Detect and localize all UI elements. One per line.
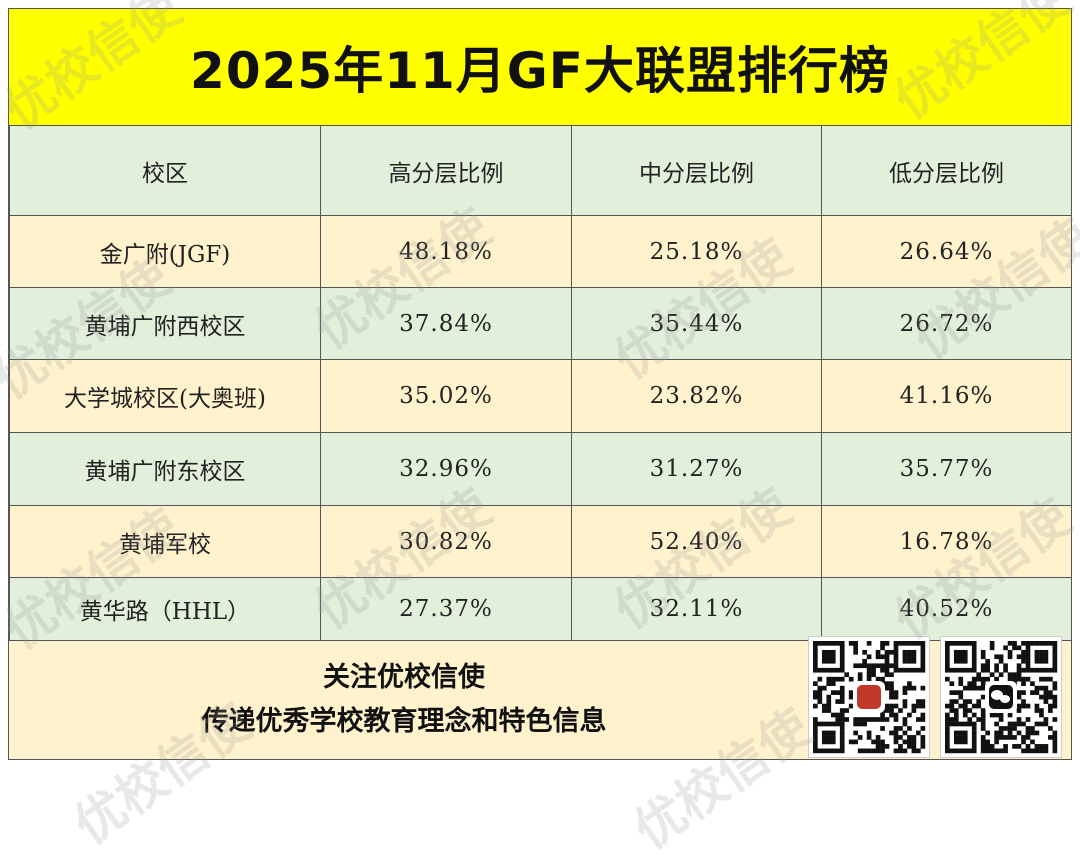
footer-line-follow: 关注优校信使 <box>323 662 485 693</box>
mid-ratio-cell: 32.11% <box>571 577 822 641</box>
campus-cell: 黄华路（HHL） <box>9 577 321 641</box>
low-ratio-cell: 16.78% <box>821 505 1072 578</box>
high-ratio-cell: 37.84% <box>320 287 572 360</box>
header-low-ratio: 低分层比例 <box>821 125 1072 216</box>
mid-ratio-cell: 52.40% <box>571 505 822 578</box>
campus-cell: 黄埔广附东校区 <box>9 432 321 506</box>
high-ratio-cell: 27.37% <box>320 577 572 641</box>
footer-line-slogan: 传递优秀学校教育理念和特色信息 <box>201 706 607 737</box>
page-title: 2025年11月GF大联盟排行榜 <box>9 9 1071 126</box>
high-ratio-cell: 48.18% <box>320 215 572 288</box>
high-ratio-cell: 30.82% <box>320 505 572 578</box>
wechat-qr-code-graphic <box>945 641 1058 754</box>
mid-ratio-cell: 25.18% <box>571 215 822 288</box>
high-ratio-cell: 35.02% <box>320 359 572 433</box>
header-high-ratio: 高分层比例 <box>320 125 572 216</box>
bottom-margin <box>0 760 1080 805</box>
low-ratio-cell: 26.72% <box>821 287 1072 360</box>
table-row: 黄埔广附东校区 32.96% 31.27% 35.77% <box>9 432 1072 506</box>
table-row: 黄埔军校 30.82% 52.40% 16.78% <box>9 505 1072 578</box>
mid-ratio-cell: 23.82% <box>571 359 822 433</box>
low-ratio-cell: 40.52% <box>821 577 1072 641</box>
table-row: 金广附(JGF) 48.18% 25.18% 26.64% <box>9 215 1072 288</box>
wechat-qr-code-icon[interactable] <box>940 636 1062 758</box>
table-row: 大学城校区(大奥班) 35.02% 23.82% 41.16% <box>9 359 1072 433</box>
low-ratio-cell: 26.64% <box>821 215 1072 288</box>
table-row: 黄华路（HHL） 27.37% 32.11% 40.52% <box>9 577 1072 641</box>
header-campus: 校区 <box>9 125 321 216</box>
qr-code-icon[interactable] <box>808 636 930 758</box>
campus-cell: 黄埔广附西校区 <box>9 287 321 360</box>
qr-code-graphic <box>813 641 926 754</box>
header-mid-ratio: 中分层比例 <box>571 125 822 216</box>
mid-ratio-cell: 31.27% <box>571 432 822 506</box>
table-row: 黄埔广附西校区 37.84% 35.44% 26.72% <box>9 287 1072 360</box>
ranking-table: 校区 高分层比例 中分层比例 低分层比例 金广附(JGF) 48.18% 25.… <box>9 125 1072 641</box>
high-ratio-cell: 32.96% <box>320 432 572 506</box>
low-ratio-cell: 41.16% <box>821 359 1072 433</box>
table-header-row: 校区 高分层比例 中分层比例 低分层比例 <box>9 125 1072 216</box>
footer-text: 关注优校信使 传递优秀学校教育理念和特色信息 <box>9 641 799 759</box>
mid-ratio-cell: 35.44% <box>571 287 822 360</box>
ranking-sheet: 2025年11月GF大联盟排行榜 校区 高分层比例 中分层比例 低分层比例 金广… <box>8 8 1072 760</box>
campus-cell: 大学城校区(大奥班) <box>9 359 321 433</box>
campus-cell: 黄埔军校 <box>9 505 321 578</box>
campus-cell: 金广附(JGF) <box>9 215 321 288</box>
low-ratio-cell: 35.77% <box>821 432 1072 506</box>
